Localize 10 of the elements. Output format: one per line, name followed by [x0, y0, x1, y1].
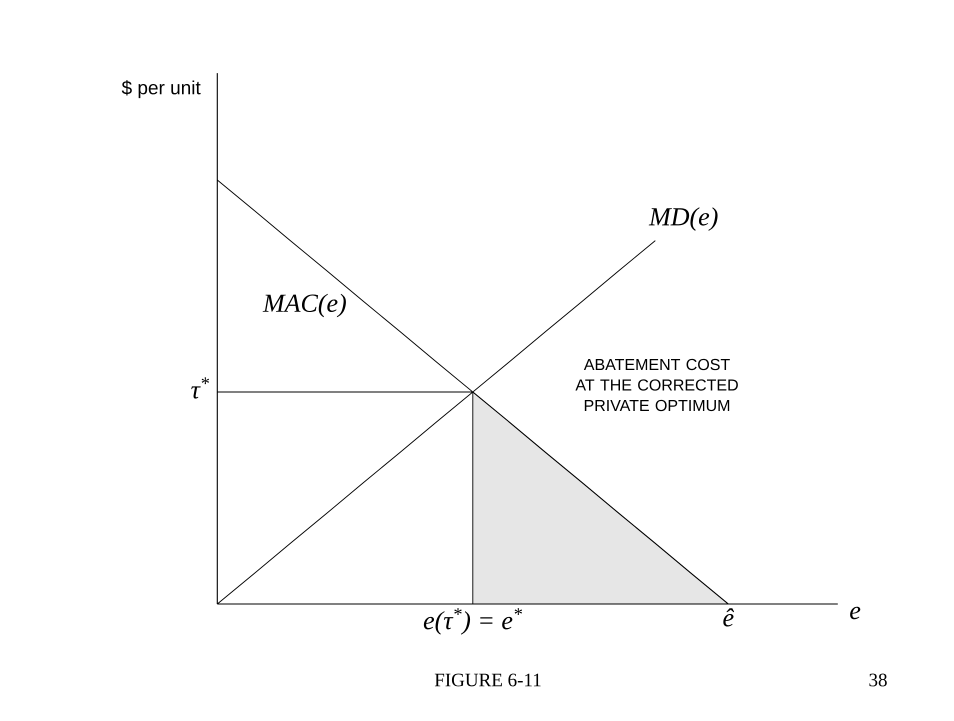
x-axis-title: e: [850, 606, 860, 620]
annotation: ABATEMENT COST AT THE CORRECTED PRIVATE OPTIMUM: [575, 358, 738, 412]
text: 38: [869, 674, 887, 686]
y-axis-title: $ per unit: [122, 80, 201, 98]
caption: FIGURE 6-11: [434, 674, 541, 686]
series-label: τ$^{*}$: [191, 377, 210, 399]
x-tick-label: ê: [723, 608, 734, 627]
series-label: MAC(e): [262, 294, 346, 318]
series-label: MD(e): [648, 207, 718, 231]
x-tick-label: e(τ$^{*}$) = e$^{*}$: [424, 608, 522, 635]
